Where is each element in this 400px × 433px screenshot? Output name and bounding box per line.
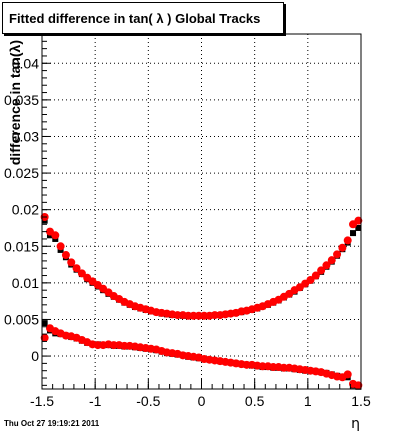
red-marker (354, 216, 363, 225)
red-marker (51, 231, 60, 240)
y-tick-label: 0.035 (4, 92, 39, 108)
x-tick-label: -1.5 (30, 393, 54, 409)
red-marker (327, 256, 336, 265)
x-tick-label: -1 (89, 393, 102, 409)
red-marker (56, 242, 65, 251)
x-tick-label: 0 (198, 393, 206, 409)
data-markers (40, 212, 363, 390)
red-marker (343, 370, 352, 379)
y-tick-label: 0.015 (4, 238, 39, 254)
red-marker (67, 258, 76, 267)
y-tick-label: 0.03 (12, 128, 39, 144)
red-marker (322, 261, 331, 270)
grid-lines (42, 34, 361, 389)
axis-ticks (41, 40, 362, 389)
red-marker (311, 271, 320, 280)
red-marker (343, 236, 352, 245)
black-marker (41, 320, 48, 327)
red-marker (333, 250, 342, 259)
red-marker (72, 264, 81, 273)
red-marker (40, 333, 49, 342)
plot-frame (41, 33, 362, 390)
chart-title: Fitted difference in tan( λ ) Global Tra… (9, 11, 261, 26)
x-tick-label: 1 (304, 393, 312, 409)
y-tick-label: 0.005 (4, 311, 39, 327)
timestamp: Thu Oct 27 19:19:21 2011 (4, 419, 100, 428)
y-tick-label: 0.04 (12, 55, 39, 71)
x-tick-label: -0.5 (136, 393, 160, 409)
x-tick-label: 0.5 (245, 393, 265, 409)
x-axis-label: η (351, 416, 360, 432)
red-marker (354, 381, 363, 390)
y-tick-label: 0.01 (12, 275, 39, 291)
red-marker (61, 251, 70, 260)
y-axis-label: difference in tan(λ) (7, 40, 23, 165)
red-marker (317, 266, 326, 275)
y-tick-label: 0.025 (4, 165, 39, 181)
chart-title-box: Fitted difference in tan( λ ) Global Tra… (2, 2, 284, 34)
x-tick-label: 1.5 (351, 393, 371, 409)
y-tick-label: 0 (31, 348, 39, 364)
y-tick-label: 0.02 (12, 202, 39, 218)
black-marker (350, 230, 357, 237)
black-marker (355, 224, 362, 231)
red-marker (338, 243, 347, 252)
tick-labels: -1.5 -1 -0.5 0 0.5 1 1.5 0 0.005 0.01 0.015 0.02 0.0… (4, 55, 371, 409)
red-marker (306, 275, 315, 284)
red-marker (77, 269, 86, 278)
